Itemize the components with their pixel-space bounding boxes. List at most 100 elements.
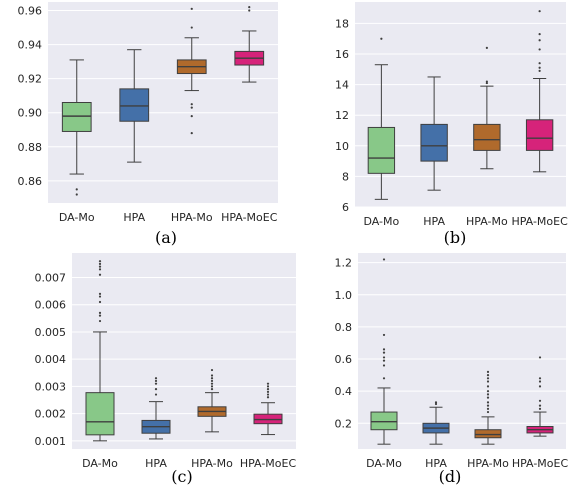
iqr-box — [473, 123, 501, 151]
outlier-point — [190, 106, 193, 109]
iqr-box — [119, 88, 150, 122]
x-tick-label: HPA-Mo — [467, 457, 509, 470]
y-tick-label: 8 — [342, 170, 349, 183]
y-tick-label: 0.8 — [335, 321, 353, 334]
boxplot-panel-3: 0.001 0.002 0.003 0.004 0.005 0.006 0.007 DA-Mo… — [35, 253, 296, 486]
outlier-point — [486, 373, 490, 377]
boxplot-panel-1: 0.86 0.88 0.90 0.92 0.94 0.96 DA-Mo HPA HPA-Mo HP… — [18, 2, 278, 247]
outlier-point — [486, 393, 490, 396]
outlier-point — [190, 7, 193, 10]
y-tick-label: 0.003 — [35, 380, 67, 393]
outlier-point — [98, 265, 102, 268]
outlier-point — [538, 385, 542, 388]
x-tick-label: HPA-MoEC — [511, 215, 568, 228]
outlier-point — [486, 410, 490, 414]
outlier-point — [210, 377, 214, 380]
outlier-point — [98, 273, 102, 276]
iqr-box — [370, 411, 398, 431]
outlier-point — [382, 364, 386, 367]
outlier-point — [98, 292, 102, 295]
outlier-point — [154, 388, 158, 391]
outlier-point — [154, 382, 158, 385]
outlier-point — [382, 258, 386, 261]
box-hpa-mo — [197, 368, 227, 433]
iqr-box — [367, 126, 396, 174]
outlier-point — [98, 311, 102, 314]
outlier-point — [382, 348, 386, 351]
x-tick-label: HPA — [423, 215, 445, 228]
box-hpa-mo — [473, 46, 501, 170]
box-hpa — [141, 377, 171, 440]
x-tick-label: DA-Mo — [82, 457, 118, 470]
box-da-mo — [85, 260, 115, 442]
outlier-point — [190, 115, 193, 118]
outlier-point — [538, 356, 542, 359]
outlier-point — [485, 46, 488, 49]
x-tick-label: DA-Mo — [59, 211, 95, 224]
outlier-point — [380, 37, 383, 40]
outlier-point — [190, 103, 193, 106]
y-tick-label: 14 — [335, 79, 349, 92]
x-tick-label: HPA-MoEC — [221, 211, 278, 224]
x-tick-label: HPA — [145, 457, 167, 470]
iqr-box — [474, 429, 502, 439]
y-tick-label: 0.007 — [35, 272, 67, 285]
outlier-point — [266, 385, 270, 388]
outlier-point — [98, 300, 102, 304]
y-tick-label: 18 — [335, 17, 349, 30]
outlier-point — [486, 380, 490, 383]
x-tick-label: DA-Mo — [366, 457, 402, 470]
outlier-point — [486, 377, 490, 380]
outlier-point — [266, 390, 270, 393]
y-tick-label: 1.2 — [335, 257, 353, 270]
panel-caption: (c) — [171, 467, 192, 486]
outlier-point — [382, 377, 386, 380]
x-tick-label: HPA-Mo — [191, 457, 233, 470]
y-tick-label: 0.002 — [35, 408, 67, 421]
outlier-point — [538, 39, 541, 42]
outlier-point — [266, 393, 270, 396]
outlier-point — [486, 396, 490, 399]
outlier-point — [210, 368, 214, 372]
iqr-box — [420, 123, 448, 162]
outlier-point — [98, 319, 102, 323]
y-tick-label: 16 — [335, 48, 349, 61]
y-tick-label: 0.90 — [18, 107, 43, 120]
y-tick-label: 0.2 — [335, 417, 353, 430]
box-hpa-moec — [525, 10, 554, 173]
outlier-point — [538, 62, 541, 65]
outlier-point — [154, 393, 158, 396]
outlier-point — [486, 407, 490, 410]
outlier-point — [382, 351, 386, 354]
panel-caption: (a) — [155, 228, 177, 247]
outlier-point — [538, 380, 542, 383]
boxplot-panel-2: 6 8 10 12 14 16 18 DA-Mo HPA HPA-Mo HPA-MoEC (b) — [335, 2, 568, 247]
outlier-point — [485, 80, 488, 83]
outlier-point — [154, 377, 158, 380]
outlier-point — [486, 401, 490, 404]
outlier-point — [98, 295, 102, 298]
box-da-mo — [367, 37, 396, 200]
box-hpa-moec — [253, 382, 283, 436]
outlier-point — [382, 359, 386, 362]
y-tick-label: 0.4 — [335, 385, 353, 398]
box-hpa-mo — [474, 370, 502, 445]
outlier-point — [190, 26, 193, 29]
box-hpa — [422, 401, 450, 445]
outlier-point — [486, 385, 490, 388]
outlier-point — [98, 262, 102, 265]
panel-caption: (b) — [444, 228, 467, 247]
outlier-point — [486, 370, 490, 373]
outlier-point — [266, 382, 270, 385]
y-tick-label: 12 — [335, 109, 349, 122]
outlier-point — [538, 377, 542, 380]
outlier-point — [98, 314, 102, 317]
outlier-point — [98, 260, 102, 263]
y-tick-label: 6 — [342, 201, 349, 214]
outlier-point — [98, 268, 102, 271]
box-hpa-moec — [526, 356, 554, 437]
y-tick-label: 0.88 — [18, 141, 43, 154]
y-tick-label: 0.86 — [18, 175, 43, 188]
outlier-point — [538, 404, 542, 407]
